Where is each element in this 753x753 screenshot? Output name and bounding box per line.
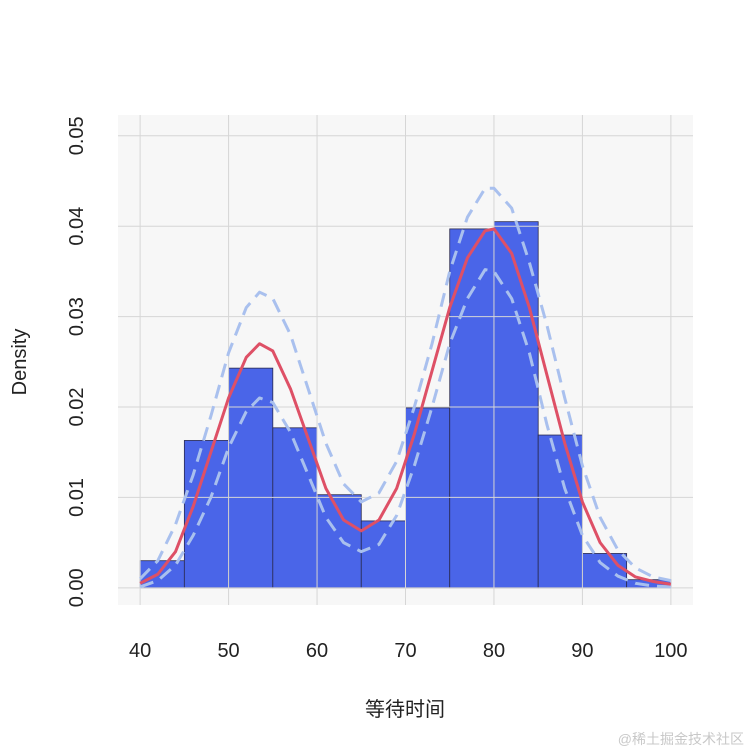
bar xyxy=(228,367,274,589)
y-tick-label: 0.02 xyxy=(66,388,88,427)
bar xyxy=(582,553,628,589)
bar xyxy=(272,427,318,589)
density-line xyxy=(139,227,672,586)
watermark: @稀土掘金技术社区 xyxy=(618,731,744,747)
y-tick-label: 0.04 xyxy=(66,207,88,246)
x-tick-label: 70 xyxy=(394,640,416,662)
x-tick-label: 80 xyxy=(483,640,505,662)
y-tick-label: 0.05 xyxy=(66,116,88,155)
confidence-band xyxy=(139,268,671,589)
bar xyxy=(449,228,495,589)
bar xyxy=(493,221,539,589)
x-tick-label: 60 xyxy=(306,640,328,662)
x-tick-label: 90 xyxy=(571,640,593,662)
y-tick-label: 0.00 xyxy=(66,568,88,607)
x-tick-label: 100 xyxy=(654,640,687,662)
y-tick-label: 0.01 xyxy=(66,478,88,517)
x-tick-label: 50 xyxy=(217,640,239,662)
y-axis-title: Density xyxy=(9,329,31,396)
bar xyxy=(360,520,406,589)
x-tick-label: 40 xyxy=(129,640,151,662)
y-tick-label: 0.03 xyxy=(66,297,88,336)
bar xyxy=(537,434,583,589)
x-axis-title: 等待时间 xyxy=(365,698,445,721)
confidence-band xyxy=(139,186,672,583)
